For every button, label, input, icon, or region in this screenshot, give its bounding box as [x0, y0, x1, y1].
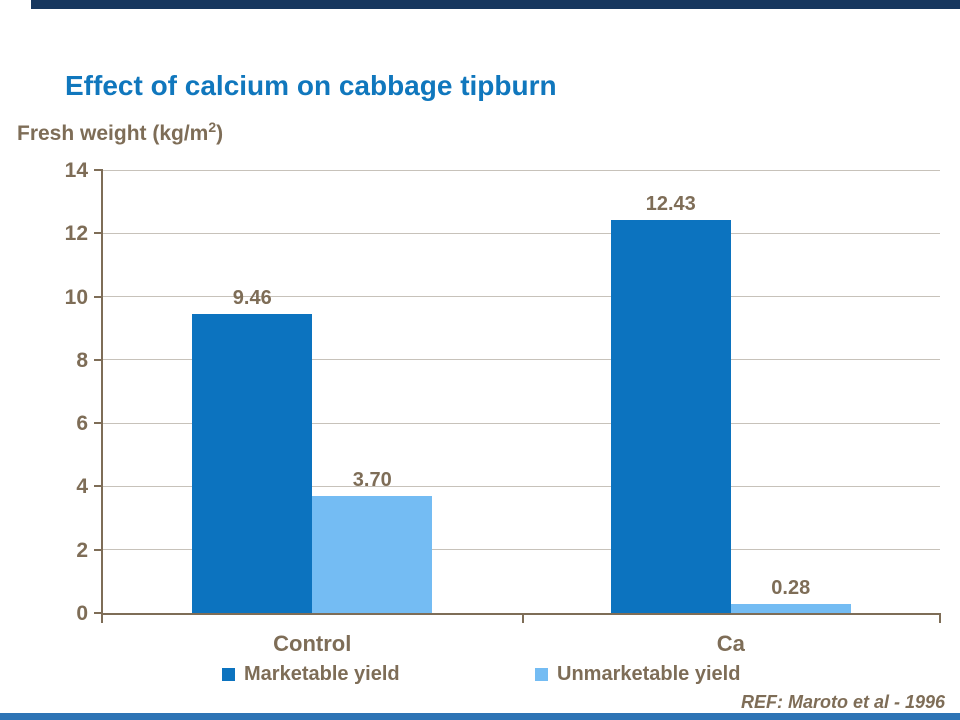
bar-unmarketable-yield-control — [312, 495, 433, 613]
x-axis-category-label-control: Control — [273, 631, 352, 656]
x-axis-tick-2 — [939, 613, 941, 623]
legend-swatch-marketable-yield — [222, 667, 235, 681]
y-axis-tick-label-4: 4 — [76, 475, 88, 499]
page-title: Effect of calcium on cabbage tipburn — [65, 70, 557, 101]
bar-value-label-marketable-yield-ca: 12.43 — [645, 192, 696, 215]
top-accent-bar — [31, 0, 960, 9]
y-axis-tick-label-10: 10 — [64, 285, 88, 309]
gridline-8 — [103, 359, 940, 361]
y-axis-tick-12 — [94, 232, 103, 235]
gridline-12 — [103, 232, 940, 234]
bar-value-label-unmarketable-yield-ca: 0.28 — [771, 577, 811, 600]
y-axis-tick-label-8: 8 — [76, 348, 88, 372]
y-axis-tick-10 — [94, 295, 103, 298]
y-axis-tick-14 — [94, 169, 103, 171]
gridline-4 — [103, 485, 940, 487]
x-axis-category-label-ca: Ca — [716, 631, 745, 656]
legend-label-unmarketable-yield: Unmarketable yield — [557, 663, 741, 685]
y-axis-tick-8 — [94, 358, 103, 361]
bottom-accent-bar — [0, 713, 960, 720]
y-axis-tick-label-2: 2 — [76, 538, 88, 562]
bar-marketable-yield-ca — [610, 219, 731, 613]
gridline-14 — [103, 169, 940, 171]
reference-citation: REF: Maroto et al - 1996 — [740, 692, 945, 712]
y-axis-title-superscript: 2 — [208, 119, 217, 135]
x-axis-tick-0 — [101, 613, 103, 623]
y-axis-line — [101, 170, 103, 615]
y-axis-title: Fresh weight (kg/m2) — [17, 119, 223, 146]
bar-value-label-marketable-yield-control: 9.46 — [232, 286, 272, 309]
gridline-6 — [103, 422, 940, 424]
legend-swatch-unmarketable-yield — [535, 667, 548, 681]
y-axis-tick-label-12: 12 — [64, 222, 88, 246]
bar-unmarketable-yield-ca — [730, 604, 851, 613]
y-axis-tick-2 — [94, 548, 103, 551]
gridline-2 — [103, 549, 940, 551]
y-axis-tick-label-14: 14 — [64, 159, 88, 182]
y-axis-tick-4 — [94, 485, 103, 488]
y-axis-tick-label-6: 6 — [76, 412, 88, 436]
bar-marketable-yield-control — [192, 313, 313, 613]
y-axis-title-text: Fresh weight (kg/m — [17, 122, 209, 145]
y-axis-tick-6 — [94, 422, 103, 425]
legend-label-marketable-yield: Marketable yield — [244, 663, 400, 685]
legend-item-unmarketable-yield: Unmarketable yield — [535, 663, 740, 685]
x-axis-line — [101, 613, 940, 615]
legend-item-marketable-yield: Marketable yield — [222, 663, 400, 685]
y-axis-tick-label-0: 0 — [76, 602, 88, 625]
y-axis-tick-0 — [94, 612, 103, 614]
bar-value-label-unmarketable-yield-control: 3.70 — [352, 468, 392, 491]
y-axis-title-suffix: ) — [216, 122, 224, 145]
gridline-10 — [103, 296, 940, 298]
x-axis-tick-1 — [521, 613, 524, 623]
